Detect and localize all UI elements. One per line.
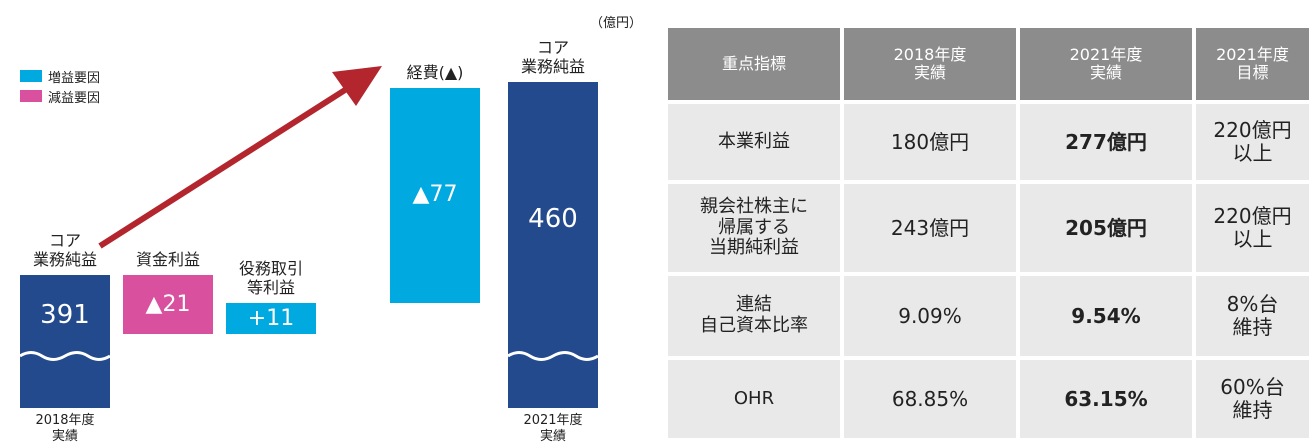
table-cell: 63.15% <box>1020 360 1192 438</box>
table-cell: 親会社株主に 帰属する 当期純利益 <box>668 184 840 272</box>
header-cell: 2021年度 目標 <box>1196 28 1309 100</box>
header-cell: 重点指標 <box>668 28 840 100</box>
period-label: 2021年度 実績 <box>523 413 583 444</box>
bar <box>508 82 598 408</box>
break <box>20 350 110 361</box>
legend-swatch <box>20 90 42 102</box>
legend-label: 増益要因 <box>48 71 101 86</box>
bar <box>226 303 316 334</box>
value-label: 391 <box>40 300 90 331</box>
table-cell: 8%台 維持 <box>1196 276 1309 356</box>
category-label: コア 業務純益 <box>32 231 97 270</box>
table-cell: 本業利益 <box>668 104 840 180</box>
table-cell: 220億円 以上 <box>1196 104 1309 180</box>
table-cell: 205億円 <box>1020 184 1192 272</box>
table-cell: OHR <box>668 360 840 438</box>
legend-label: 減益要因 <box>48 91 101 106</box>
category-label: 資金利益 <box>135 250 200 270</box>
value-label: ▲21 <box>145 291 191 317</box>
period-label: 2018年度 実績 <box>35 413 95 444</box>
table-cell: 60%台 維持 <box>1196 360 1309 438</box>
bar <box>20 275 110 408</box>
category-label: 経費(▲) <box>406 62 464 82</box>
legend-swatch <box>20 70 42 82</box>
table-cell: 9.54% <box>1020 276 1192 356</box>
table-cell: 220億円 以上 <box>1196 184 1309 272</box>
bar <box>123 275 213 334</box>
table-cell: 68.85% <box>844 360 1016 438</box>
arrow <box>98 66 382 249</box>
category-label: 役務取引 等利益 <box>238 259 303 298</box>
table-cell: 180億円 <box>844 104 1016 180</box>
table-cell: 連結 自己資本比率 <box>668 276 840 356</box>
kpi-table: 重点指標 2018年度 実績 2021年度 実績 2021年度 目標本業利益 180億円… <box>668 28 1309 438</box>
table-cell: 277億円 <box>1020 104 1192 180</box>
table-cell: 243億円 <box>844 184 1016 272</box>
break <box>508 351 598 361</box>
value-label: ▲77 <box>412 182 458 208</box>
header-cell: 2018年度 実績 <box>844 28 1016 100</box>
unit: （億円） <box>590 16 643 31</box>
category-label: コア 業務純益 <box>520 38 585 77</box>
value-label: +11 <box>247 305 295 331</box>
bar <box>390 87 480 304</box>
value-label: 460 <box>528 203 578 234</box>
waterfall-chart: （億円） 増益要因減益要因 2018年度 実績 391 コア 業務純益 ▲21 資金利益 +… <box>0 0 650 444</box>
table-cell: 9.09% <box>844 276 1016 356</box>
header-cell: 2021年度 実績 <box>1020 28 1192 100</box>
